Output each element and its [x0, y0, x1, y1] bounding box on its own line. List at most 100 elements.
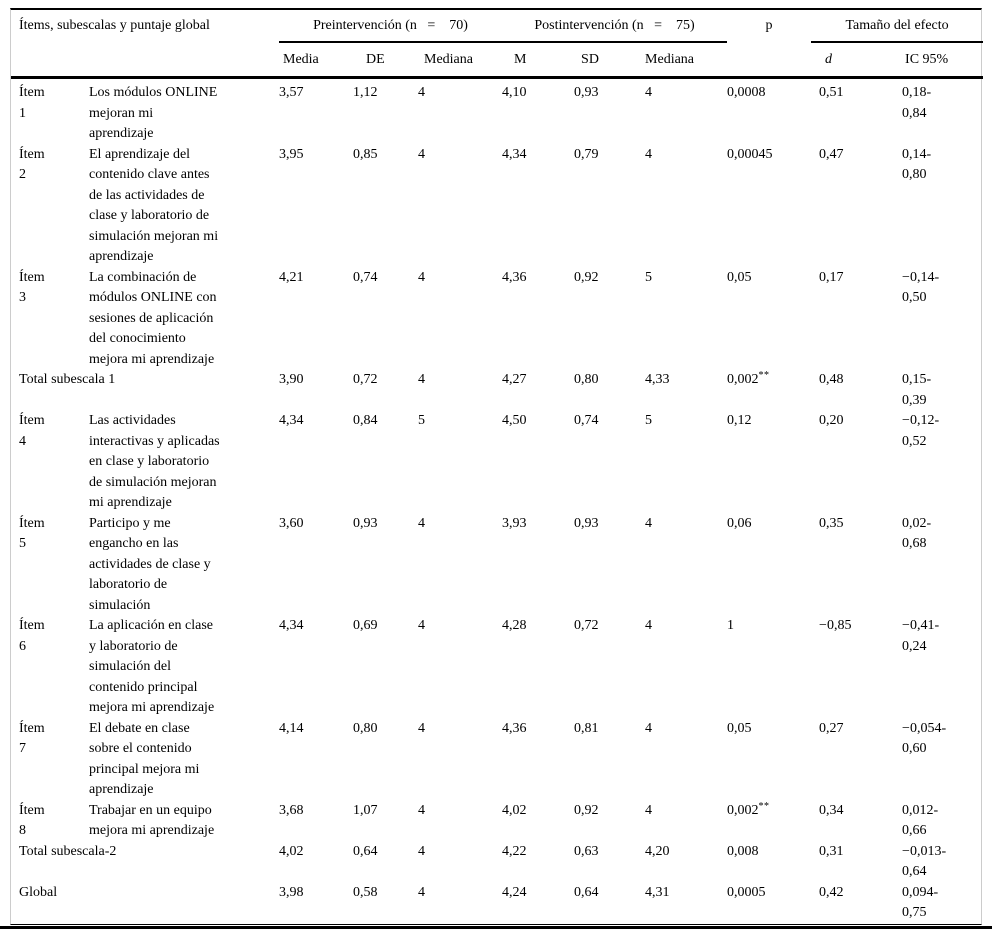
post-sd-cell: 0,92 — [574, 802, 599, 818]
pre-mediana-cell: 4 — [418, 884, 425, 900]
post-sd-cell: 0,80 — [574, 372, 599, 387]
pre-media-cell: 4,14 — [279, 720, 304, 736]
d-value-cell: 0,17 — [819, 269, 844, 285]
pre-de-cell: 0,80 — [353, 720, 378, 736]
item-description-cell: Participo y me engancho en las actividad… — [89, 515, 211, 613]
pre-mediana-cell: 4 — [418, 843, 425, 859]
item-number-cell: Ítem 4 — [19, 413, 45, 449]
ic-95-cell: −0,013- 0,64 — [902, 843, 947, 880]
ic-95-cell: 0,094- 0,75 — [902, 884, 939, 921]
table-header: Ítems, subescalas y puntaje global Prein… — [11, 10, 984, 78]
p-value-cell: 0,06 — [727, 515, 752, 531]
item-description-cell: El aprendizaje del contenido clave antes… — [89, 146, 219, 265]
d-value-cell: 0,35 — [819, 515, 844, 531]
ic-95-cell: −0,12- 0,52 — [902, 413, 940, 449]
p-value-cell: 0,00045 — [727, 146, 773, 162]
pre-de-cell: 0,72 — [353, 372, 378, 387]
item-description-cell: Los módulos ONLINE mejoran mi aprendizaj… — [89, 85, 218, 141]
post-mediana-cell: 4,33 — [645, 372, 670, 387]
pre-post-intervention-table: Ítems, subescalas y puntaje global Prein… — [11, 10, 984, 924]
table-row: Ítem 5 Participo y me engancho en las act… — [11, 514, 983, 617]
pre-mediana-cell: 4 — [418, 372, 425, 387]
item-number-cell: Ítem 6 — [19, 618, 45, 654]
pre-media-cell: 4,34 — [279, 618, 304, 633]
d-value-cell: 0,34 — [819, 802, 844, 818]
pre-media-header: Media — [283, 51, 319, 67]
pre-mediana-cell: 4 — [418, 269, 425, 285]
pre-de-cell: 0,69 — [353, 618, 378, 633]
pre-media-cell: 4,34 — [279, 413, 304, 428]
d-value-cell: −0,85 — [819, 618, 852, 633]
post-mediana-cell: 4,20 — [645, 843, 670, 859]
effect-size-group-header: Tamaño del efecto — [811, 10, 984, 43]
post-sd-cell: 0,81 — [574, 720, 599, 736]
post-mediana-cell: 4 — [645, 85, 653, 100]
d-value-cell: 0,48 — [819, 372, 844, 387]
table-row: Ítem 2 El aprendizaje del contenido clave… — [11, 145, 983, 268]
post-mediana-cell: 5 — [645, 413, 653, 428]
ic-95-cell: −0,14- 0,50 — [902, 269, 940, 306]
item-number-cell: Ítem 1 — [19, 85, 45, 121]
item-number-cell: Ítem 8 — [19, 802, 45, 839]
post-sd-cell: 0,72 — [574, 618, 599, 633]
post-m-cell: 4,24 — [502, 884, 527, 900]
post-m-cell: 4,50 — [502, 413, 527, 428]
pre-media-cell: 4,02 — [279, 843, 304, 859]
pre-media-cell: 3,57 — [279, 85, 304, 100]
post-m-cell: 4,10 — [502, 85, 527, 100]
pre-de-cell: 0,93 — [353, 515, 378, 531]
table-row: Ítem 3 La combinación de módulos ONLINE c… — [11, 268, 983, 371]
ic-95-cell: 0,012- 0,66 — [902, 802, 939, 839]
row-label-cell: Global — [19, 884, 58, 900]
post-m-cell: 4,36 — [502, 269, 527, 285]
header-group-row: Ítems, subescalas y puntaje global Prein… — [11, 10, 984, 43]
p-column-header: p — [765, 18, 773, 33]
table-row: Ítem 1 Los módulos ONLINE mejoran mi apre… — [11, 78, 983, 145]
ic-95-cell: 0,18- 0,84 — [902, 85, 932, 121]
p-value-cell: 0,05 — [727, 269, 752, 285]
pre-media-cell: 3,68 — [279, 802, 304, 818]
post-mediana-cell: 4 — [645, 618, 653, 633]
post-m-cell: 4,34 — [502, 146, 527, 162]
header-sub-row: Media DE Mediana M SD Mediana d IC 95% — [11, 42, 983, 78]
post-sd-cell: 0,74 — [574, 413, 599, 428]
ic-95-cell: −0,054- 0,60 — [902, 720, 947, 757]
table-row: Ítem 6 La aplicación en clase y laborator… — [11, 616, 983, 719]
pre-media-cell: 3,60 — [279, 515, 304, 531]
post-m-cell: 4,22 — [502, 843, 527, 859]
row-label-cell: Total subescala-2 — [19, 843, 117, 859]
pre-de-cell: 1,12 — [353, 85, 378, 100]
pre-mediana-cell: 4 — [418, 618, 425, 633]
post-m-cell: 3,93 — [502, 515, 527, 531]
item-description-cell: El debate en clase sobre el contenido pr… — [89, 720, 200, 798]
preintervention-group-header: Preintervención (n = 70) — [279, 10, 503, 43]
item-description-cell: La combinación de módulos ONLINE con ses… — [89, 269, 217, 367]
p-value-cell: 0,002** — [727, 370, 770, 387]
post-sd-cell: 0,93 — [574, 85, 599, 100]
d-value-cell: 0,42 — [819, 884, 844, 900]
item-number-cell: Ítem 7 — [19, 720, 45, 757]
row-label-cell: Total subescala 1 — [19, 372, 116, 387]
post-sd-cell: 0,92 — [574, 269, 599, 285]
d-value-cell: 0,27 — [819, 720, 844, 736]
pre-mediana-header: Mediana — [424, 51, 473, 67]
pre-de-cell: 0,64 — [353, 843, 378, 859]
pre-mediana-cell: 4 — [418, 515, 425, 531]
pre-media-cell: 4,21 — [279, 269, 304, 285]
table-row: Total subescala-2 4,02 0,64 4 4,22 0,63 4,20 0,… — [11, 842, 983, 883]
d-value-cell: 0,47 — [819, 146, 844, 162]
post-mediana-cell: 4 — [645, 802, 653, 818]
d-value-cell: 0,20 — [819, 413, 844, 428]
table-row: Global 3,98 0,58 4 4,24 0,64 4,31 0,0005 0,42 0,0… — [11, 883, 983, 924]
post-m-cell: 4,02 — [502, 802, 527, 818]
post-sd-cell: 0,63 — [574, 843, 599, 859]
post-m-cell: 4,28 — [502, 618, 527, 633]
ic-95-cell: 0,14- 0,80 — [902, 146, 932, 183]
item-description-cell: Trabajar en un equipo mejora mi aprendiz… — [89, 802, 215, 839]
ic-95-cell: 0,15- 0,39 — [902, 372, 932, 408]
post-sd-cell: 0,93 — [574, 515, 599, 531]
results-table: Ítems, subescalas y puntaje global Prein… — [10, 8, 984, 925]
ic-95-cell: −0,41- 0,24 — [902, 618, 940, 654]
item-description-cell: La aplicación en clase y laboratorio de … — [89, 618, 215, 715]
pre-de-cell: 0,74 — [353, 269, 378, 285]
